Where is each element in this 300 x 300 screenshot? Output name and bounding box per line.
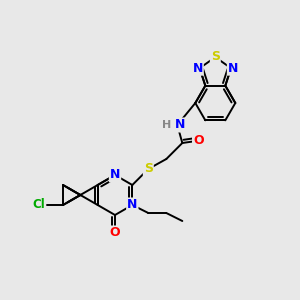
Text: S: S bbox=[211, 50, 220, 63]
Text: Cl: Cl bbox=[32, 199, 45, 212]
Text: O: O bbox=[110, 226, 120, 239]
Text: N: N bbox=[228, 62, 238, 75]
Text: H: H bbox=[162, 120, 171, 130]
Text: N: N bbox=[110, 169, 120, 182]
Text: S: S bbox=[144, 163, 153, 176]
Text: N: N bbox=[127, 199, 137, 212]
Text: O: O bbox=[193, 134, 204, 148]
Text: N: N bbox=[175, 118, 185, 131]
Text: N: N bbox=[192, 62, 203, 75]
